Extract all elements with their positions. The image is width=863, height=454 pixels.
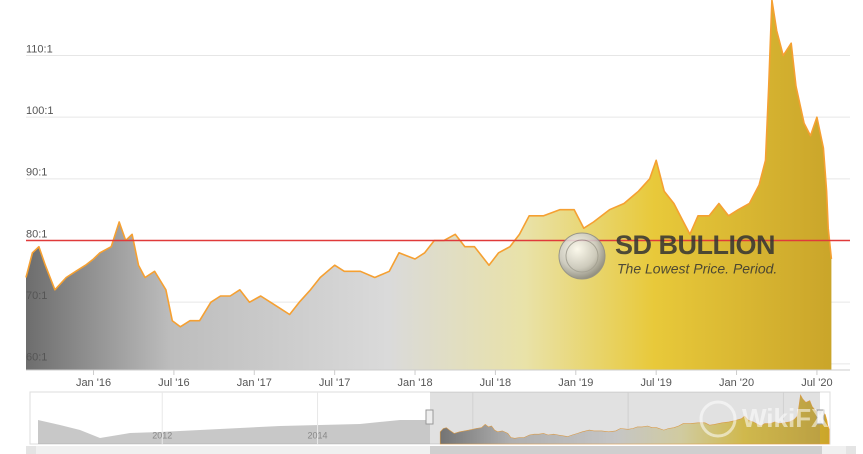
y-tick-label: 70:1	[26, 290, 47, 302]
navigator-area	[439, 394, 830, 445]
navigator-selection	[425, 392, 825, 444]
scroll-left-button[interactable]	[26, 446, 36, 454]
y-tick-label: 60:1	[26, 352, 47, 364]
scrollbar	[26, 446, 856, 454]
x-tick-label: Jan '16	[76, 377, 111, 389]
watermark: SD BULLION The Lowest Price. Period.	[558, 230, 777, 280]
x-tick-label: Jul '18	[480, 377, 511, 389]
navigator-mask	[430, 392, 820, 444]
navigator-handle-left[interactable]	[425, 409, 434, 425]
watermark-title: SD BULLION	[615, 230, 775, 260]
x-tick-label: Jul '17	[319, 377, 350, 389]
navigator-tick-label: 2014	[308, 430, 328, 440]
x-tick-label: Jul '19	[640, 377, 671, 389]
y-tick-label: 80:1	[26, 228, 47, 240]
y-tick-label: 100:1	[26, 105, 54, 117]
x-axis: Jan '16 Jul '16 Jan '17 Jul '17 Jan '18 Jul '…	[26, 369, 850, 389]
area-fill	[26, 0, 832, 370]
x-tick-label: Jan '20	[719, 377, 754, 389]
overlay-watermark: WikiFX	[699, 400, 829, 438]
navigator-tick-label: 2012	[152, 430, 172, 440]
navigator-handle-right[interactable]	[816, 409, 825, 425]
x-tick-label: Jul '20	[801, 377, 832, 389]
plot-area	[25, 0, 850, 370]
overlay-text: WikiFX	[742, 403, 829, 433]
x-tick-label: Jul '16	[158, 377, 189, 389]
y-tick-label: 90:1	[26, 167, 47, 179]
x-tick-label: Jan '19	[558, 377, 593, 389]
y-tick-label: 110:1	[26, 43, 53, 55]
x-tick-label: Jan '18	[397, 377, 432, 389]
navigator-history	[38, 420, 430, 444]
coin-ring	[565, 239, 599, 273]
scrollbar-thumb[interactable]	[430, 446, 822, 454]
overlay-logo	[699, 400, 737, 438]
x-tick-label: Jan '17	[237, 377, 272, 389]
watermark-subtitle: The Lowest Price. Period.	[617, 261, 777, 277]
scroll-right-button[interactable]	[846, 446, 856, 454]
